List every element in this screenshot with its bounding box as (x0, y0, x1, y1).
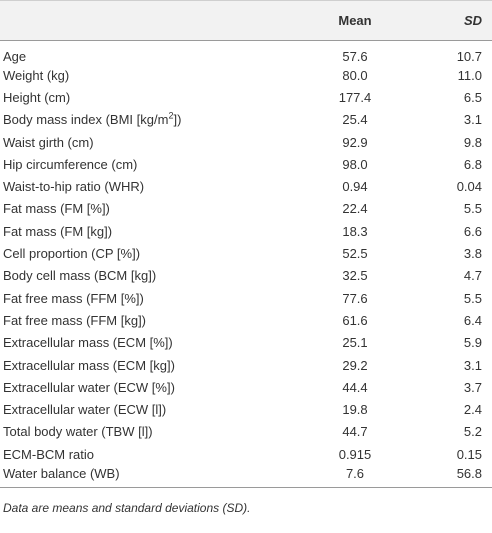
header-row: Mean SD (0, 0, 492, 41)
value-cell: 25.1 (342, 335, 368, 351)
value-cell: 9.8 (463, 134, 482, 150)
table-row: Extracellular mass (ECM [kg]) 29.2 3.1 (0, 354, 492, 376)
value-cell: 0.915 (338, 446, 372, 462)
table-header: Mean SD (0, 0, 492, 41)
table-row: Fat free mass (FFM [%]) 77.6 5.5 (0, 287, 492, 309)
value-cell: 32.5 (342, 268, 368, 284)
value-cell: 19.8 (342, 402, 368, 418)
header-cell: Mean (338, 13, 372, 28)
value-cell: 5.9 (463, 335, 482, 351)
value-cell: 5.2 (463, 424, 482, 440)
label-cell: Waist-to-hip ratio (WHR) (3, 179, 145, 195)
table-row: Waist-to-hip ratio (WHR) 0.94 0.04 (0, 175, 492, 197)
label-cell: Total body water (TBW [l]) (3, 424, 153, 440)
value-cell: 92.9 (342, 134, 368, 150)
value-cell: 3.1 (463, 112, 482, 128)
label-cell: ECM-BCM ratio (3, 446, 95, 462)
value-cell: 7.6 (345, 466, 365, 482)
label-cell: Water balance (WB) (3, 466, 120, 482)
value-cell: 57.6 (342, 49, 368, 64)
value-cell: 6.6 (463, 223, 482, 239)
value-cell: 3.7 (463, 379, 482, 395)
table-row: Extracellular water (ECW [%]) 44.4 3.7 (0, 376, 492, 398)
value-cell: 25.4 (342, 112, 368, 128)
table-row: Weight (kg) 80.0 11.0 (0, 64, 492, 86)
value-cell: 52.5 (342, 246, 368, 262)
value-cell: 10.7 (456, 49, 482, 64)
label-part: Body mass index (BMI [kg/m (3, 112, 169, 128)
table-row: Hip circumference (cm) 98.0 6.8 (0, 153, 492, 175)
label-cell: Fat mass (FM [%]) (3, 201, 110, 217)
value-cell: 3.1 (463, 357, 482, 373)
value-cell: 177.4 (338, 89, 372, 105)
table-row: Fat free mass (FFM [kg]) 61.6 6.4 (0, 309, 492, 331)
label-cell: Waist girth (cm) (3, 134, 94, 150)
label-cell: Hip circumference (cm) (3, 156, 138, 172)
label-cell: Fat free mass (FFM [kg]) (3, 312, 147, 328)
value-cell: 61.6 (342, 312, 368, 328)
value-cell: 6.4 (463, 312, 482, 328)
label-cell: Extracellular water (ECW [l]) (3, 402, 167, 418)
value-cell: 44.4 (342, 379, 368, 395)
table-body: Age 57.6 10.7 Weight (kg) 80.0 11.0 Height (cm… (0, 41, 492, 488)
value-cell: 6.8 (463, 156, 482, 172)
header-cell (0, 1, 303, 41)
value-cell: 5.5 (463, 201, 482, 217)
value-cell: 80.0 (342, 67, 368, 83)
label-cell: Extracellular mass (ECM [%]) (3, 335, 173, 351)
table-row: Water balance (WB) 7.6 56.8 (0, 465, 492, 487)
table-row: Body cell mass (BCM [kg]) 32.5 4.7 (0, 265, 492, 287)
label-cell: Extracellular mass (ECM [kg]) (3, 357, 175, 373)
value-cell: 56.8 (456, 466, 482, 482)
table-row: ECM-BCM ratio 0.915 0.15 (0, 443, 492, 465)
value-cell: 5.5 (463, 290, 482, 306)
value-cell: 77.6 (342, 290, 368, 306)
table-row: Body mass index (BMI [kg/m2]) 25.4 3.1 (0, 109, 492, 131)
value-cell: 98.0 (342, 156, 368, 172)
table-row: Cell proportion (CP [%]) 52.5 3.8 (0, 242, 492, 264)
value-cell: 22.4 (342, 201, 368, 217)
value-cell: 44.7 (342, 424, 368, 440)
data-table: Mean SD Age 57.6 10.7 Weight (kg) 80.0 11.0 He… (0, 0, 492, 488)
label-cell: Weight (kg) (3, 67, 70, 83)
value-cell: 2.4 (463, 402, 482, 418)
table-row: Age 57.6 10.7 (0, 41, 492, 64)
label-cell: Extracellular water (ECW [%]) (3, 379, 175, 395)
label-cell: Body cell mass (BCM [kg]) (3, 268, 157, 284)
value-cell: 0.04 (456, 179, 482, 195)
footnote: Data are means and standard deviations (… (3, 501, 251, 516)
table-row: Fat mass (FM [%]) 22.4 5.5 (0, 198, 492, 220)
table-row: Total body water (TBW [l]) 44.7 5.2 (0, 421, 492, 443)
label-cell: Cell proportion (CP [%]) (3, 246, 141, 262)
value-cell: 0.94 (342, 179, 368, 195)
table-row: Height (cm) 177.4 6.5 (0, 86, 492, 108)
label-cell: Age (3, 49, 27, 64)
table-row: Fat mass (FM [kg]) 18.3 6.6 (0, 220, 492, 242)
label-part: ]) (173, 112, 182, 128)
superscript: 2 (168, 110, 174, 121)
label-cell: Body mass index (BMI [kg/m2]) (0, 109, 303, 131)
value-cell: 6.5 (463, 89, 482, 105)
header-cell: SD (463, 13, 482, 28)
value-cell: 29.2 (342, 357, 368, 373)
table-row: Waist girth (cm) 92.9 9.8 (0, 131, 492, 153)
table-row: Extracellular mass (ECM [%]) 25.1 5.9 (0, 332, 492, 354)
label-cell: Height (cm) (3, 89, 71, 105)
value-cell: 18.3 (342, 223, 368, 239)
value-cell: 3.8 (463, 246, 482, 262)
value-cell: 0.15 (456, 446, 482, 462)
value-cell: 4.7 (463, 268, 482, 284)
label-cell: Fat free mass (FFM [%]) (3, 290, 144, 306)
value-cell: 11.0 (457, 67, 482, 83)
table-row: Extracellular water (ECW [l]) 19.8 2.4 (0, 398, 492, 420)
label-cell: Fat mass (FM [kg]) (3, 223, 113, 239)
